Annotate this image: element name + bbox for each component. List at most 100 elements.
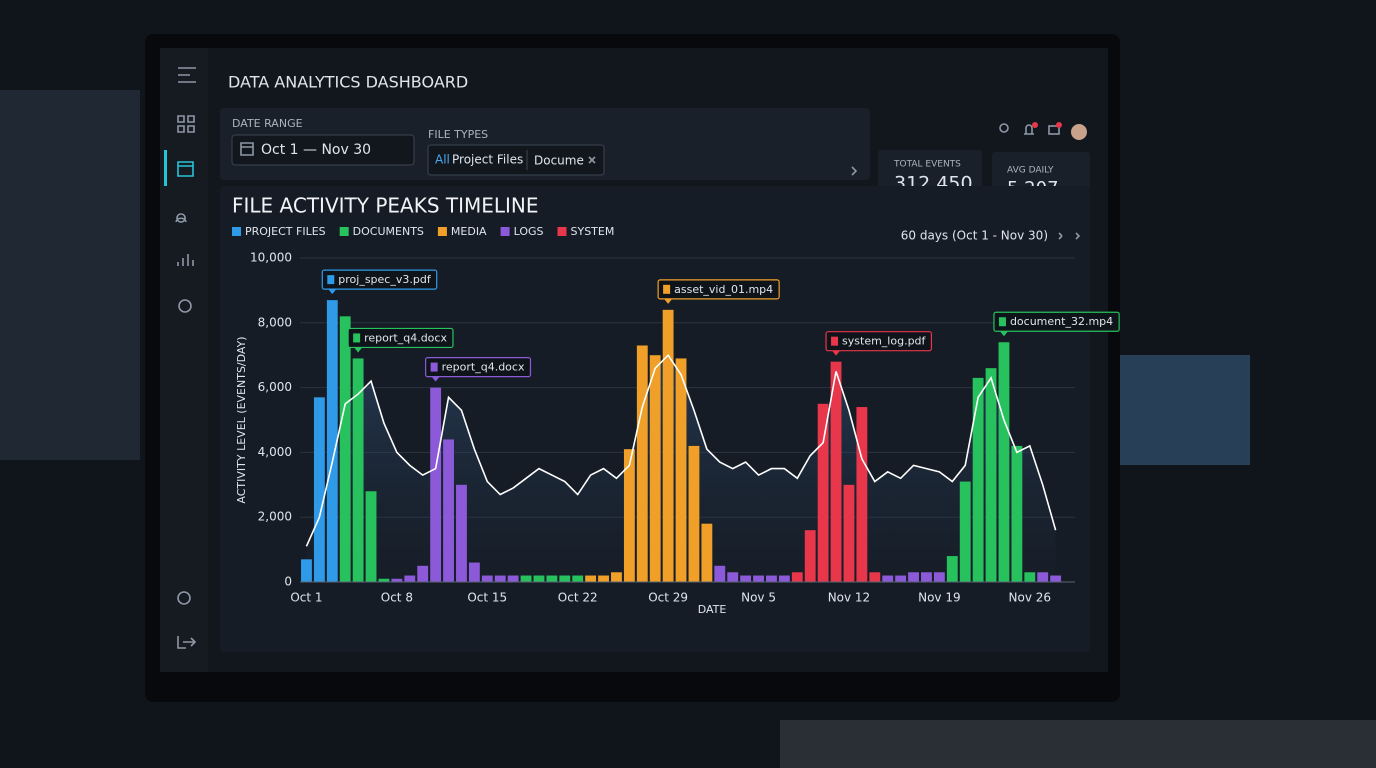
x-axis-label: DATE bbox=[698, 603, 727, 616]
y-tick-label: 4,000 bbox=[258, 445, 292, 459]
settings-icon[interactable] bbox=[177, 591, 191, 605]
bar bbox=[921, 572, 932, 582]
y-tick-label: 6,000 bbox=[258, 380, 292, 394]
bar bbox=[1037, 572, 1049, 582]
chip-project-files[interactable]: Project Files bbox=[452, 153, 523, 167]
legend-label: MEDIA bbox=[451, 225, 487, 238]
inbox-icon[interactable] bbox=[1048, 125, 1060, 135]
x-tick-label: Oct 15 bbox=[467, 591, 507, 605]
bar bbox=[649, 355, 661, 582]
date-range-input[interactable] bbox=[231, 134, 415, 166]
bell-icon[interactable] bbox=[1024, 124, 1034, 135]
y-tick-label: 0 bbox=[284, 575, 292, 589]
bar bbox=[766, 575, 777, 582]
bar bbox=[817, 403, 829, 582]
menu-icon[interactable] bbox=[178, 67, 196, 83]
calendar-icon[interactable] bbox=[177, 161, 194, 177]
bar bbox=[352, 358, 364, 582]
sidebar-icons bbox=[164, 67, 197, 649]
bar bbox=[895, 575, 907, 582]
bar bbox=[740, 575, 752, 582]
bar bbox=[727, 572, 739, 582]
bar bbox=[662, 309, 674, 582]
legend-swatch bbox=[339, 227, 349, 236]
file-callout: document_32.mp4 bbox=[993, 311, 1120, 337]
bar bbox=[804, 530, 816, 582]
callout-pointer bbox=[431, 376, 440, 382]
y-tick-label: 10,000 bbox=[250, 251, 292, 265]
sidebar bbox=[160, 48, 208, 672]
chip-all[interactable]: All bbox=[435, 153, 450, 167]
file-callout: asset_vid_01.mp4 bbox=[657, 279, 780, 304]
callout-pointer bbox=[354, 347, 363, 353]
bar bbox=[468, 562, 480, 582]
file-callout: proj_spec_v3.pdf bbox=[321, 269, 438, 295]
bar bbox=[843, 484, 855, 582]
bar bbox=[546, 575, 558, 582]
bar bbox=[559, 575, 571, 582]
file-callout: report_q4.docx bbox=[347, 327, 454, 353]
legend-label: SYSTEM bbox=[571, 225, 615, 238]
chip-documents[interactable]: Docume bbox=[534, 154, 584, 168]
file-icon bbox=[831, 336, 839, 346]
stat-label: AVG DAILY bbox=[1007, 166, 1054, 176]
bar bbox=[714, 565, 726, 582]
bar bbox=[443, 439, 454, 582]
settings-icon[interactable] bbox=[178, 299, 192, 313]
search-icon[interactable] bbox=[999, 123, 1009, 133]
filter-next[interactable] bbox=[851, 166, 858, 176]
background-screen bbox=[1115, 355, 1250, 465]
callout-text: report_q4.docx bbox=[364, 331, 447, 344]
bar bbox=[623, 449, 635, 582]
bar bbox=[1050, 575, 1062, 582]
badge bbox=[1056, 122, 1062, 128]
date-range-value: Oct 1 — Nov 30 bbox=[261, 142, 371, 158]
legend-swatch bbox=[437, 227, 447, 236]
bar bbox=[313, 397, 325, 582]
bar bbox=[856, 407, 868, 582]
legend-swatch bbox=[500, 227, 510, 236]
x-tick-label: Oct 29 bbox=[648, 591, 688, 605]
file-callout: report_q4.docx bbox=[425, 357, 532, 382]
chart-icon[interactable] bbox=[177, 254, 194, 266]
x-tick-label: Oct 22 bbox=[558, 591, 598, 605]
bar bbox=[1011, 445, 1023, 582]
y-axis-label: ACTIVITY LEVEL (EVENTS/DAY) bbox=[235, 336, 248, 503]
callout-pointer bbox=[832, 350, 841, 356]
callout-text: asset_vid_01.mp4 bbox=[674, 283, 773, 296]
file-type-select[interactable] bbox=[427, 144, 605, 176]
callout-box bbox=[825, 331, 933, 352]
bar bbox=[753, 575, 764, 582]
calendar-icon bbox=[240, 142, 254, 156]
chip-remove[interactable] bbox=[588, 156, 596, 164]
x-tick-label: Nov 12 bbox=[828, 591, 871, 605]
callout-pointer bbox=[664, 298, 673, 304]
bar bbox=[869, 572, 881, 582]
callout-text: document_32.mp4 bbox=[1010, 315, 1113, 328]
bar bbox=[507, 575, 519, 582]
file-icon bbox=[430, 362, 438, 372]
filter-label: DATE RANGE bbox=[232, 117, 303, 130]
period-nav[interactable] bbox=[1058, 232, 1081, 240]
callout-text: proj_spec_v3.pdf bbox=[338, 273, 432, 286]
legend-label: LOGS bbox=[514, 225, 544, 238]
logout-icon[interactable] bbox=[177, 636, 197, 649]
x-tick-label: Oct 1 bbox=[290, 591, 322, 605]
bar bbox=[456, 484, 467, 582]
callout-pointer bbox=[999, 331, 1008, 337]
bar bbox=[520, 575, 532, 582]
bar bbox=[791, 572, 803, 582]
bar bbox=[959, 481, 971, 582]
bar bbox=[830, 361, 842, 582]
legend-swatch bbox=[232, 227, 241, 236]
callout-box bbox=[321, 269, 438, 290]
avatar[interactable] bbox=[1071, 124, 1087, 140]
bar bbox=[378, 578, 390, 582]
bar bbox=[701, 523, 713, 582]
grid-icon[interactable] bbox=[177, 115, 195, 133]
bar bbox=[533, 575, 545, 582]
callout-text: report_q4.docx bbox=[442, 361, 525, 374]
callout-box bbox=[993, 311, 1120, 332]
legend-swatch bbox=[557, 227, 567, 236]
users-icon[interactable] bbox=[175, 213, 187, 223]
